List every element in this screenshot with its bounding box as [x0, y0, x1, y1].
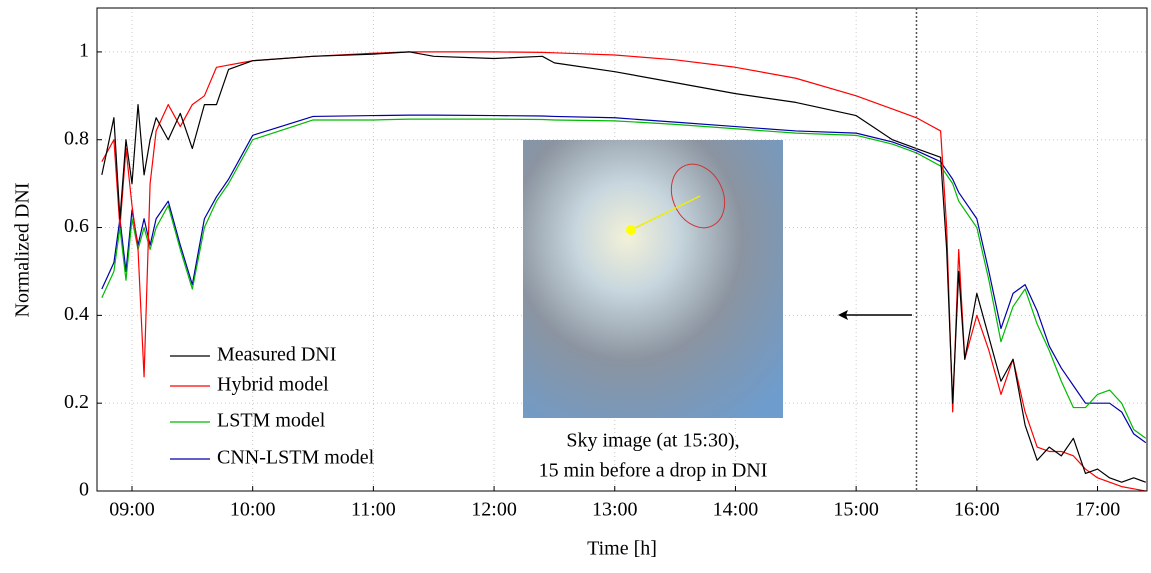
annotation: Sky image (at 15:30),: [566, 430, 739, 452]
cloud-marker: [670, 163, 726, 229]
x-tick-label: 09:00: [109, 499, 155, 521]
legend-label: Hybrid model: [217, 374, 329, 396]
x-tick-label: 11:00: [351, 499, 396, 521]
legend-label: Measured DNI: [217, 344, 336, 366]
x-tick-label: 17:00: [1075, 499, 1121, 521]
y-tick-label: 0.6: [64, 215, 89, 237]
x-tick-label: 10:00: [230, 499, 276, 521]
sun: [626, 225, 636, 235]
y-tick-label: 0.4: [64, 303, 89, 325]
series-line: [101, 51, 1146, 483]
sun-ray: [630, 195, 701, 231]
y-tick-label: 1: [79, 40, 89, 62]
x-tick-label: 16:00: [954, 499, 1000, 521]
x-tick-label: 14:00: [713, 499, 759, 521]
sky-image: [523, 140, 783, 418]
annotation: 15 min before a drop in DNI: [539, 460, 768, 482]
series-line: [101, 51, 1146, 491]
plot-frame: [96, 7, 1148, 492]
legend-label: CNN-LSTM model: [217, 447, 375, 469]
series-line: [101, 118, 1147, 439]
y-axis-label: Normalized DNI: [12, 183, 34, 318]
y-tick-label: 0.8: [64, 127, 89, 149]
x-axis-label: Time [h]: [587, 538, 657, 560]
y-tick-label: 0: [79, 479, 89, 501]
x-tick-label: 13:00: [592, 499, 638, 521]
legend-label: LSTM model: [217, 410, 326, 432]
series-line: [101, 114, 1147, 444]
arrow-head: [838, 310, 848, 320]
x-tick-label: 15:00: [833, 499, 879, 521]
x-tick-label: 12:00: [471, 499, 517, 521]
y-tick-label: 0.2: [64, 391, 89, 413]
